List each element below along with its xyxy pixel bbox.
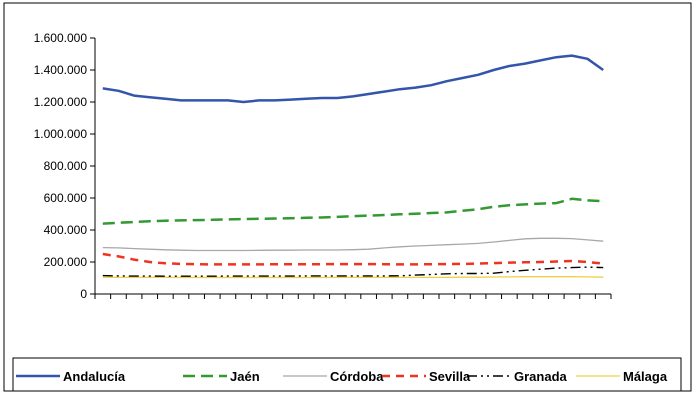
chart-frame [3,2,692,392]
series-line-granada [102,266,604,277]
y-tick-label: 1.000.000 [34,127,88,141]
legend-label: Sevilla [429,369,471,384]
legend-label: Córdoba [330,369,384,384]
x-axis-ticks [94,294,612,299]
series-line-sevilla [102,252,604,266]
legend-label: Jaén [230,369,260,384]
y-tick-label: 200.000 [44,255,88,269]
series-line-andalucía [102,54,604,104]
y-tick-label: 0 [80,287,87,301]
legend: Andalucía Jaén Córdoba Sevilla Granada Málaga [16,369,668,384]
y-tick-label: 1.600.000 [34,31,88,45]
series-line-jaén [102,197,604,225]
legend-box [12,357,682,392]
y-tick-label: 800.000 [44,159,88,173]
legend-label: Málaga [623,369,668,384]
y-tick-label: 1.200.000 [34,95,88,109]
series-line-málaga [102,276,604,279]
y-tick-label: 400.000 [44,223,88,237]
series-line-córdoba [102,237,604,252]
legend-label: Granada [514,369,568,384]
y-tick-label: 1.400.000 [34,63,88,77]
y-tick-label: 600.000 [44,191,88,205]
legend-label: Andalucía [63,369,126,384]
y-axis-ticks: 1.600.000 1.400.000 1.200.000 1.000.000 800.… [34,31,95,301]
series-lines [102,54,604,279]
